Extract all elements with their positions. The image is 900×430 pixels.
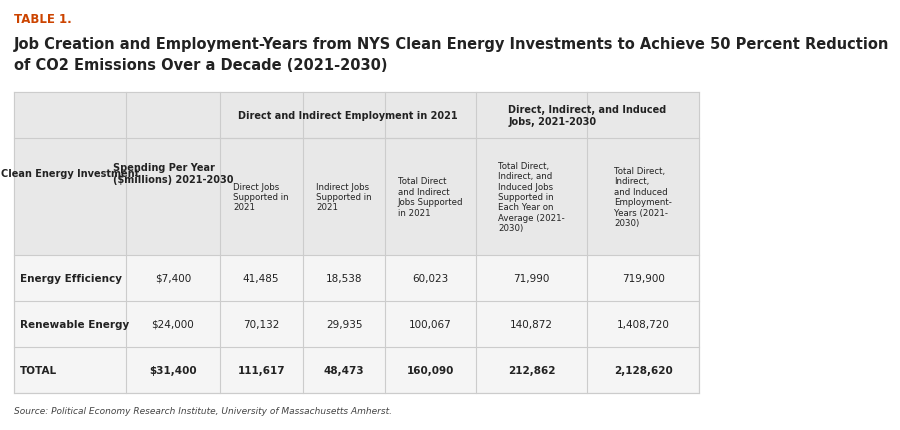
Text: $31,400: $31,400 [149,365,197,375]
FancyBboxPatch shape [14,139,699,255]
Text: 719,900: 719,900 [622,273,664,283]
Text: Total Direct,
Indirect,
and Induced
Employment-
Years (2021-
2030): Total Direct, Indirect, and Induced Empl… [614,166,672,227]
Text: Clean Energy Investment: Clean Energy Investment [1,169,140,179]
Text: Job Creation and Employment-Years from NYS Clean Energy Investments to Achieve 5: Job Creation and Employment-Years from N… [14,37,890,52]
Text: Direct, Indirect, and Induced
Jobs, 2021-2030: Direct, Indirect, and Induced Jobs, 2021… [508,105,666,126]
Text: 2,128,620: 2,128,620 [614,365,672,375]
Text: TABLE 1.: TABLE 1. [14,13,72,26]
Text: 140,872: 140,872 [510,319,553,329]
Text: Total Direct,
Indirect, and
Induced Jobs
Supported in
Each Year on
Average (2021: Total Direct, Indirect, and Induced Jobs… [498,161,565,233]
Text: 71,990: 71,990 [513,273,550,283]
Text: of CO2 Emissions Over a Decade (2021-2030): of CO2 Emissions Over a Decade (2021-203… [14,58,388,73]
FancyBboxPatch shape [14,92,699,139]
Text: 41,485: 41,485 [243,273,279,283]
Text: Energy Efficiency: Energy Efficiency [20,273,122,283]
Text: 70,132: 70,132 [243,319,279,329]
Text: TOTAL: TOTAL [20,365,57,375]
Text: 29,935: 29,935 [326,319,363,329]
Text: 111,617: 111,617 [238,365,285,375]
Text: Direct Jobs
Supported in
2021: Direct Jobs Supported in 2021 [233,182,289,212]
Text: Total Direct
and Indirect
Jobs Supported
in 2021: Total Direct and Indirect Jobs Supported… [398,177,464,217]
FancyBboxPatch shape [14,92,699,393]
Text: Spending Per Year
($millions) 2021-2030: Spending Per Year ($millions) 2021-2030 [112,163,233,184]
Text: 18,538: 18,538 [326,273,363,283]
Text: 60,023: 60,023 [412,273,448,283]
Text: $24,000: $24,000 [151,319,194,329]
Text: 1,408,720: 1,408,720 [616,319,670,329]
Text: $7,400: $7,400 [155,273,191,283]
Text: Renewable Energy: Renewable Energy [20,319,130,329]
Text: 212,862: 212,862 [508,365,555,375]
Text: 48,473: 48,473 [324,365,365,375]
Text: Indirect Jobs
Supported in
2021: Indirect Jobs Supported in 2021 [316,182,372,212]
Text: Source: Political Economy Research Institute, University of Massachusetts Amhers: Source: Political Economy Research Insti… [14,406,392,415]
Text: 100,067: 100,067 [410,319,452,329]
Text: Direct and Indirect Employment in 2021: Direct and Indirect Employment in 2021 [238,111,457,121]
Text: 160,090: 160,090 [407,365,454,375]
